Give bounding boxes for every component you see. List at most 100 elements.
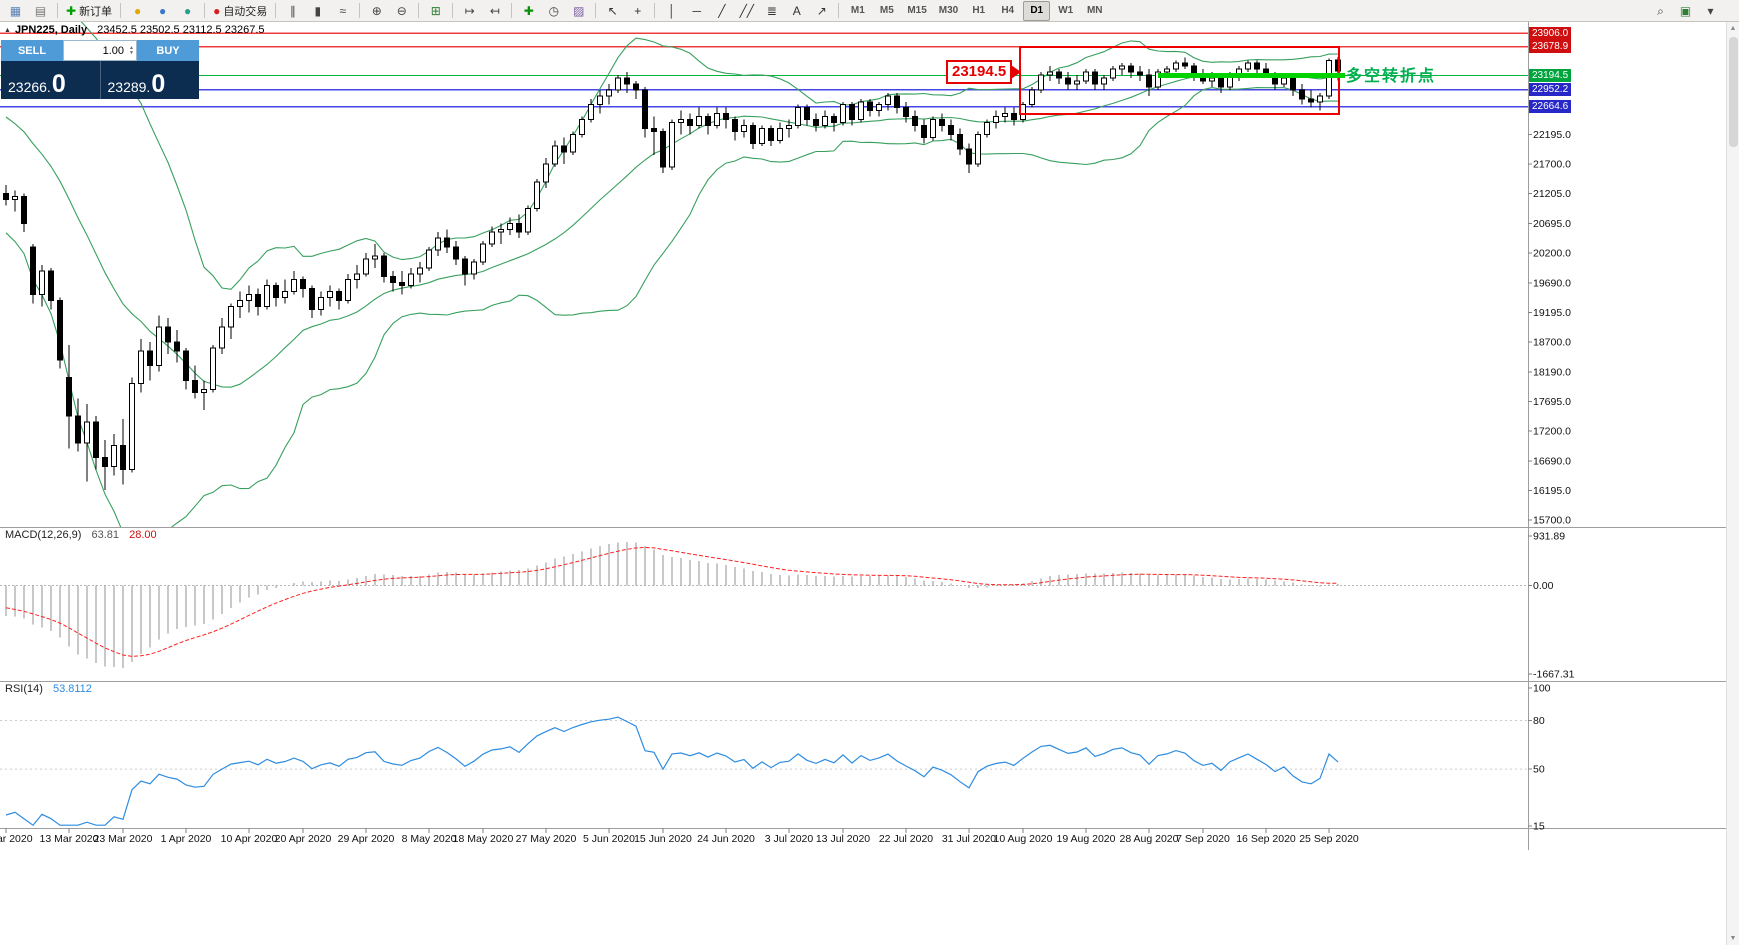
search-button[interactable]: ⌕: [1649, 1, 1672, 21]
svg-text:80: 80: [1533, 715, 1545, 727]
toolbar-separator: [57, 3, 58, 18]
timeframe-d1[interactable]: D1: [1023, 0, 1051, 21]
horizontal-line-button-icon: ─: [692, 3, 702, 18]
zoom-out-button[interactable]: ⊖: [390, 1, 413, 21]
scrollbar-thumb[interactable]: [1728, 37, 1738, 147]
templates-button[interactable]: ▨: [567, 1, 590, 21]
svg-text:50: 50: [1533, 764, 1545, 776]
symbol-period-label: JPN225, Daily: [14, 24, 88, 36]
trade-panel-prices: 23266. 0 23289. 0: [1, 61, 199, 99]
cursor-button[interactable]: ↖: [601, 1, 624, 21]
timeframe-w1[interactable]: W1: [1058, 5, 1074, 16]
svg-text:22195.0: 22195.0: [1533, 129, 1571, 141]
fibonacci-button[interactable]: ≣: [760, 1, 783, 21]
zoom-out-button-icon: ⊖: [396, 3, 407, 18]
timeframe-m1[interactable]: M1: [850, 5, 865, 16]
svg-text:7 Sep 2020: 7 Sep 2020: [1176, 833, 1230, 845]
line-chart-button[interactable]: ≈: [331, 1, 354, 21]
svg-text:5 Jun 2020: 5 Jun 2020: [583, 833, 635, 845]
chart-shift-button[interactable]: ↤: [483, 1, 506, 21]
timeframe-h1[interactable]: H1: [972, 5, 986, 16]
chart-pattern-button[interactable]: ▣: [1674, 1, 1697, 21]
toolbar-separator: [120, 3, 122, 18]
toolbar-separator: [654, 3, 656, 18]
macd-panel: [0, 541, 1528, 669]
svg-text:16690.0: 16690.0: [1533, 456, 1571, 468]
price-marker: 22952.2: [1529, 83, 1572, 97]
svg-text:17695.0: 17695.0: [1533, 396, 1571, 408]
svg-text:21700.0: 21700.0: [1533, 159, 1571, 171]
community-icon[interactable]: ●: [176, 1, 199, 21]
sell-price[interactable]: 23266. 0: [1, 61, 100, 99]
news-icon[interactable]: ●: [151, 1, 174, 21]
vertical-line-button-icon: │: [668, 3, 676, 18]
macd-name: MACD(12,26,9): [5, 529, 82, 541]
vertical-line-button[interactable]: │: [660, 1, 683, 21]
vertical-scrollbar[interactable]: ▲ ▼: [1726, 22, 1739, 945]
toolbar-separator: [511, 3, 513, 18]
templates-button-icon: ▨: [573, 3, 585, 18]
arrows-button-icon: ↗: [816, 3, 827, 18]
collapse-panel-icon[interactable]: ▲: [4, 26, 11, 34]
crosshair-button[interactable]: +: [626, 1, 649, 21]
buy-button[interactable]: BUY: [137, 40, 199, 61]
menu-button[interactable]: ▾: [1699, 1, 1722, 21]
ohlc-values: 23452.5 23502.5 23112.5 23267.5: [97, 24, 265, 36]
trendline-button[interactable]: ╱: [710, 1, 733, 21]
buy-price-big-digit: 0: [151, 70, 166, 98]
svg-text:25 Sep 2020: 25 Sep 2020: [1299, 833, 1359, 845]
bar-chart-button[interactable]: ∥: [281, 1, 304, 21]
svg-text:13 Mar 2020: 13 Mar 2020: [40, 833, 99, 845]
profiles-button[interactable]: ▤: [29, 1, 52, 21]
arrows-button[interactable]: ↗: [810, 1, 833, 21]
channel-button[interactable]: ╱╱: [735, 1, 758, 21]
text-button[interactable]: A: [785, 1, 808, 21]
volume-down-icon[interactable]: ▼: [129, 49, 134, 56]
scroll-down-icon[interactable]: ▼: [1729, 935, 1737, 942]
volume-up-icon[interactable]: ▲: [129, 44, 134, 51]
candlestick-chart-button-icon: ▮: [314, 3, 322, 18]
search-button-icon: ⌕: [1657, 3, 1664, 18]
candlestick-chart-button[interactable]: ▮: [306, 1, 329, 21]
toolbar-separator: [275, 3, 277, 18]
profiles-button-icon: ▤: [34, 3, 47, 18]
svg-text:15: 15: [1533, 821, 1545, 833]
timeframe-m15[interactable]: M15: [907, 5, 927, 16]
timeframe-m5[interactable]: M5: [879, 5, 894, 16]
timeframe-m30[interactable]: M30: [938, 5, 959, 16]
indicators-button[interactable]: ✚: [517, 1, 540, 21]
pivot-line[interactable]: [1158, 73, 1346, 79]
annotation-text[interactable]: 多空转折点: [1346, 68, 1437, 85]
trade-panel-controls: SELL 1.00 ▲ ▼ BUY: [1, 40, 199, 61]
new-chart-button[interactable]: ▦: [4, 1, 27, 21]
toolbar-separator: [595, 3, 597, 18]
svg-text:23 Mar 2020: 23 Mar 2020: [94, 833, 153, 845]
svg-text:19195.0: 19195.0: [1533, 307, 1571, 319]
auto-scroll-button[interactable]: ↦: [458, 1, 481, 21]
toolbar-separator: [359, 3, 361, 18]
timeframe-mn[interactable]: MN: [1086, 5, 1103, 16]
new-order-button-icon: ✚: [66, 3, 77, 18]
sell-button[interactable]: SELL: [1, 40, 63, 61]
volume-input[interactable]: 1.00 ▲ ▼: [63, 40, 137, 61]
chart-shift-button-icon: ↤: [489, 3, 500, 18]
highlight-rectangle[interactable]: [1019, 46, 1340, 115]
deposit-icon[interactable]: ●: [126, 1, 149, 21]
scroll-up-icon[interactable]: ▲: [1729, 25, 1737, 32]
tile-windows-button[interactable]: ⊞: [424, 1, 447, 21]
timeframe-h4[interactable]: H4: [1001, 5, 1015, 16]
new-order-button[interactable]: ✚ 新订单: [63, 1, 115, 21]
price-callout-label[interactable]: 23194.5: [946, 60, 1022, 84]
buy-price[interactable]: 23289. 0: [99, 61, 200, 99]
price-marker: 23194.5: [1529, 68, 1572, 82]
zoom-in-button[interactable]: ⊕: [365, 1, 388, 21]
toolbar-separator: [838, 3, 840, 18]
rsi-indicator-label: RSI(14) 53.8112: [5, 683, 92, 695]
svg-text:16 Sep 2020: 16 Sep 2020: [1236, 833, 1296, 845]
deposit-icon-icon: ●: [133, 3, 142, 18]
autotrade-button[interactable]: ● 自动交易: [210, 1, 270, 21]
horizontal-line-button[interactable]: ─: [685, 1, 708, 21]
periods-button[interactable]: ◷: [542, 1, 565, 21]
bar-chart-button-icon: ∥: [289, 3, 296, 18]
price-marker: 23678.9: [1529, 40, 1572, 54]
